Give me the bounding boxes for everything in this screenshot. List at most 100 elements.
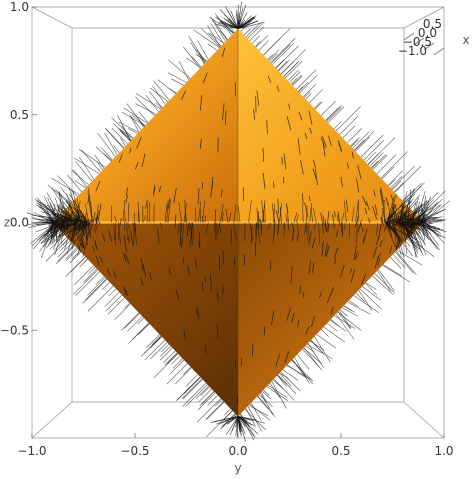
normal-vector [221, 211, 224, 223]
normal-vector [305, 325, 310, 335]
normal-vector [355, 292, 366, 303]
normal-vector [378, 269, 395, 291]
normal-vector [78, 222, 81, 231]
normal-vector [95, 210, 100, 223]
normal-vector [237, 23, 249, 29]
normal-vector [51, 222, 75, 234]
normal-vector [309, 202, 312, 223]
normal-vector [83, 212, 87, 222]
normal-vector [237, 416, 242, 436]
normal-vector [255, 35, 269, 48]
normal-vector [277, 222, 280, 235]
normal-vector [54, 221, 78, 234]
normal-vector [94, 239, 98, 249]
normal-vector [300, 160, 304, 175]
normal-vector [412, 202, 416, 221]
normal-vector [421, 207, 424, 223]
normal-vector [167, 199, 171, 223]
normal-vector [291, 312, 295, 323]
normal-vector [285, 61, 303, 79]
normal-vector [276, 85, 280, 92]
normal-vector [284, 351, 290, 363]
normal-vector [378, 222, 382, 239]
normal-vector [308, 89, 323, 104]
normal-vector [407, 223, 422, 253]
normal-vector [210, 273, 212, 291]
normal-vector [178, 61, 190, 81]
normal-vector [145, 199, 148, 210]
normal-vector [111, 127, 128, 145]
normal-vector [351, 207, 355, 223]
normal-vector [93, 222, 97, 231]
normal-vector [47, 217, 59, 222]
x-tick-label: −1.0 [17, 444, 46, 458]
normal-vector [377, 253, 382, 260]
depth-tick-label: −1.0 [398, 44, 427, 58]
normal-vector [389, 245, 393, 255]
normal-vector [68, 223, 85, 228]
normal-vector [382, 265, 410, 283]
x-tick-label: −0.5 [120, 444, 149, 458]
normal-vector [85, 278, 107, 301]
normal-vector [340, 265, 345, 278]
normal-vector [303, 347, 322, 371]
normal-vector [237, 1, 242, 29]
normal-vector [237, 416, 243, 429]
normal-vector [292, 229, 294, 242]
normal-vector [103, 153, 112, 161]
normal-vector [374, 273, 396, 294]
normal-vector [370, 160, 379, 169]
normal-vector [197, 392, 216, 411]
normal-vector [275, 45, 299, 69]
normal-vector [182, 378, 203, 399]
normal-vector [35, 223, 59, 233]
y-tick-label: 0.5 [10, 108, 29, 122]
normal-vector [126, 222, 128, 240]
normal-vector [330, 286, 334, 295]
normal-vector [258, 215, 261, 223]
normal-vector [183, 329, 186, 340]
normal-vector [237, 416, 246, 442]
normal-vector [267, 54, 274, 60]
normal-vector [182, 379, 203, 400]
normal-vector [138, 111, 149, 123]
normal-vector [113, 270, 117, 279]
normal-vector [297, 354, 310, 370]
normal-vector [182, 257, 185, 266]
depth-tick-mark [423, 42, 435, 51]
normal-vector [338, 310, 352, 329]
normal-vector [231, 416, 239, 421]
normal-vector [353, 139, 365, 151]
normal-vector [251, 35, 261, 44]
normal-vector [82, 222, 85, 231]
normal-vector [297, 319, 300, 328]
normal-vector [233, 203, 237, 223]
normal-vector [307, 343, 324, 368]
normal-vector [193, 29, 220, 49]
normal-vector [337, 311, 351, 330]
normal-vector [113, 222, 115, 241]
normal-vector [44, 222, 72, 225]
normal-vector [337, 211, 341, 227]
normal-vector [79, 258, 88, 268]
normal-vector [228, 17, 239, 29]
normal-vector [419, 208, 447, 221]
normal-vector [316, 334, 337, 349]
normal-vector [186, 222, 190, 237]
normal-vector [150, 87, 169, 102]
normal-vector [275, 59, 285, 69]
normal-vector [296, 234, 299, 242]
depth-tick-label: 0.5 [423, 17, 442, 31]
normal-vector [151, 335, 162, 345]
normal-vector [40, 224, 54, 259]
normal-vector [194, 207, 197, 223]
depth-tick-mark [413, 37, 425, 46]
normal-vector [310, 340, 324, 354]
normal-vector [297, 138, 301, 155]
normal-vector [332, 214, 335, 228]
normal-vector [396, 249, 423, 266]
normal-vector [273, 181, 275, 188]
normal-vector [282, 369, 299, 381]
normal-vector [167, 197, 171, 210]
normal-vector [283, 153, 287, 170]
